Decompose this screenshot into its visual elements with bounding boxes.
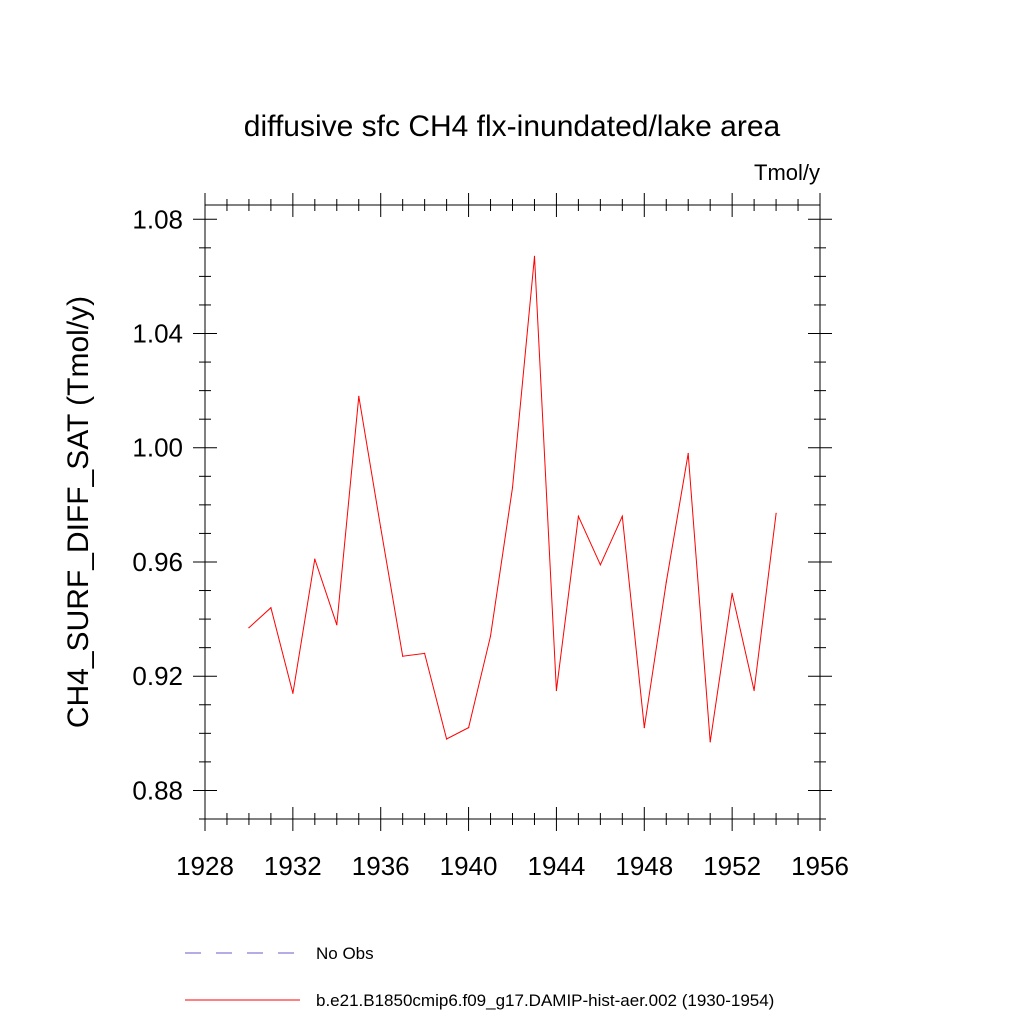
series-point <box>336 624 338 626</box>
series-point <box>468 727 470 729</box>
series-point <box>731 592 733 595</box>
units-label: Tmol/y <box>754 160 820 185</box>
y-tick-label: 1.04 <box>132 319 183 349</box>
x-tick-label: 1936 <box>352 851 410 881</box>
series-point <box>577 515 580 517</box>
x-tick-label: 1948 <box>615 851 673 881</box>
series-line-0 <box>248 256 777 742</box>
y-tick-label: 0.88 <box>132 775 183 805</box>
series-point <box>599 564 602 566</box>
x-tick-label: 1940 <box>440 851 498 881</box>
series-point <box>358 395 360 397</box>
y-tick-label: 1.00 <box>132 433 183 463</box>
y-tick-label: 1.08 <box>132 204 183 234</box>
legend-label-no-obs: No Obs <box>316 944 374 963</box>
series-point <box>665 581 667 583</box>
series-point <box>555 689 558 692</box>
series-point <box>424 652 426 655</box>
legend: No Obs b.e21.B1850cmip6.f09_g17.DAMIP-hi… <box>185 944 774 1010</box>
y-tick-label: 0.96 <box>132 547 183 577</box>
x-tick-label: 1952 <box>703 851 761 881</box>
series-point <box>687 452 689 455</box>
series-point <box>314 558 316 560</box>
series-point <box>753 689 755 692</box>
chart-title: diffusive sfc CH4 flx-inundated/lake are… <box>244 110 781 143</box>
series-point <box>402 655 404 657</box>
series-point <box>511 487 514 489</box>
plot-frame <box>204 204 821 820</box>
series-point <box>292 692 294 694</box>
series-point <box>446 738 448 740</box>
series-point <box>489 635 492 637</box>
x-tick-label: 1928 <box>176 851 234 881</box>
series-point <box>643 727 645 729</box>
x-tick-label: 1932 <box>264 851 322 881</box>
series-point <box>248 627 250 629</box>
y-axis-label: CH4_SURF_DIFF_SAT (Tmol/y) <box>62 296 95 728</box>
axis-tick-labels: 1928 1932 1936 1940 1944 1948 1952 1956 0.88 0.92… <box>132 204 849 881</box>
series-point <box>709 741 711 743</box>
y-tick-label: 0.92 <box>132 661 183 691</box>
x-tick-label: 1956 <box>791 851 849 881</box>
axis-ticks <box>193 193 832 831</box>
series-point <box>621 515 623 517</box>
series-point <box>380 527 382 529</box>
series-point <box>270 607 272 609</box>
x-tick-label: 1944 <box>528 851 586 881</box>
series-layer <box>248 255 777 743</box>
series-point <box>533 255 536 257</box>
legend-label-model: b.e21.B1850cmip6.f09_g17.DAMIP-hist-aer.… <box>316 991 774 1010</box>
series-point <box>775 512 777 515</box>
